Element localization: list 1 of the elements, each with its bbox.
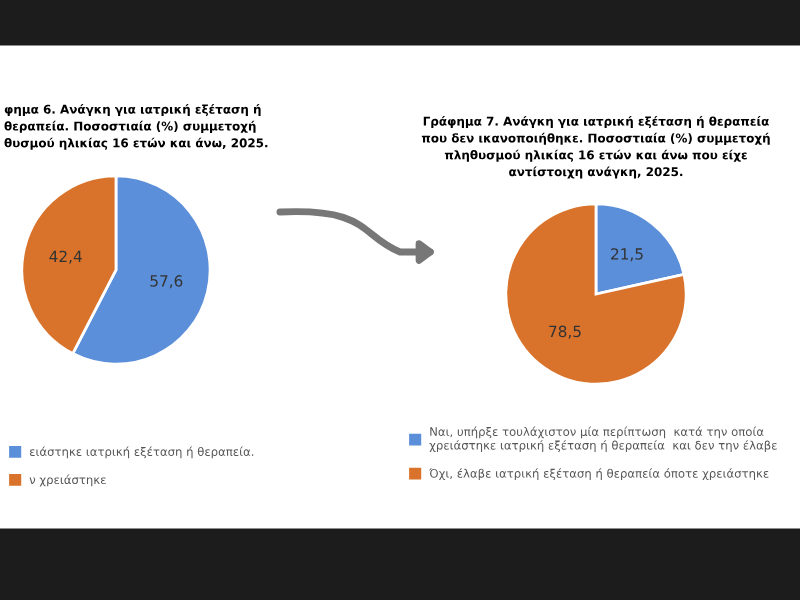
pie-slice	[504, 202, 688, 386]
